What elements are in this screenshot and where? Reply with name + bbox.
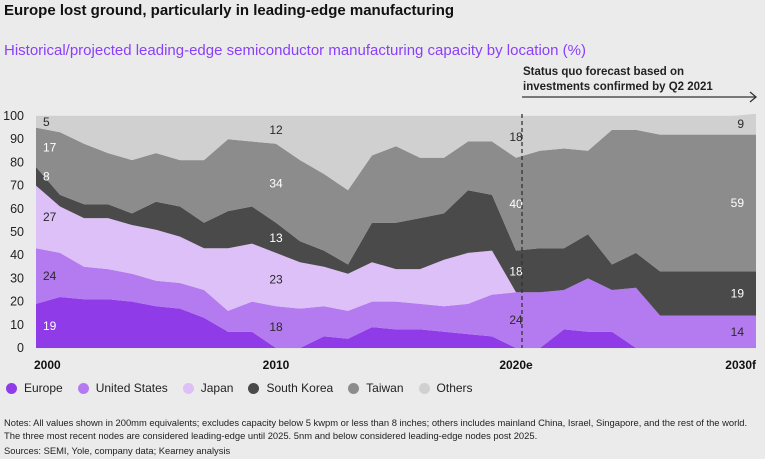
data-label-united-states: 24: [509, 313, 523, 327]
y-tick-label: 30: [10, 271, 24, 285]
chart-notes: Notes: All values shown in 200mm equival…: [4, 417, 748, 441]
data-label-united-states: 14: [731, 325, 745, 339]
legend-swatch: [418, 382, 430, 394]
y-axis-ticks: 0 10 20 30 40 50 60 70 80 90 100: [3, 109, 24, 355]
x-tick-label: 2000: [34, 358, 61, 372]
data-label-taiwan: 59: [731, 196, 745, 210]
y-tick-label: 90: [10, 132, 24, 146]
area-united-states: [36, 248, 756, 348]
data-label-japan: 27: [43, 210, 57, 224]
x-tick-label: 2010: [263, 358, 290, 372]
legend-label: Others: [436, 381, 473, 395]
data-label-taiwan: 40: [509, 197, 523, 211]
forecast-note-line2: investments confirmed by Q2 2021: [523, 81, 713, 93]
data-label-others: 18: [509, 130, 523, 144]
stacked-area-chart: 0 10 20 30 40 50 60 70 80 90 100 2000 2010 2020e 2030…: [3, 66, 758, 372]
legend-item-united-states: United States: [77, 381, 168, 395]
area-series: [36, 113, 756, 348]
legend-item-taiwan: Taiwan: [348, 381, 404, 395]
legend-item-south-korea: South Korea: [248, 381, 333, 395]
y-tick-label: 40: [10, 248, 24, 262]
area-japan: [36, 185, 756, 316]
data-label-south-korea: 18: [509, 264, 523, 278]
legend-swatch: [77, 382, 89, 394]
legend-label: South Korea: [266, 381, 334, 395]
area-others: [36, 113, 756, 191]
y-tick-label: 70: [10, 179, 24, 193]
data-label-south-korea: 13: [269, 231, 283, 245]
y-tick-label: 20: [10, 295, 24, 309]
data-label-others: 5: [43, 115, 50, 129]
forecast-arrow: [522, 91, 758, 103]
legend-item-japan: Japan: [182, 381, 234, 395]
legend-label: Japan: [200, 381, 234, 395]
data-label-europe: 19: [43, 319, 57, 333]
x-tick-label: 2020e: [499, 358, 533, 372]
chart-title: Europe lost ground, particularly in lead…: [4, 2, 455, 19]
chart-sources: Sources: SEMI, Yole, company data; Kearn…: [4, 445, 231, 456]
legend-label: Taiwan: [366, 381, 404, 395]
y-tick-label: 80: [10, 155, 24, 169]
legend-label: United States: [95, 381, 168, 395]
data-label-japan: 23: [269, 273, 283, 287]
legend-swatch: [248, 382, 260, 394]
data-label-taiwan: 34: [269, 176, 283, 190]
area-europe: [36, 297, 756, 348]
x-axis-ticks: 2000 2010 2020e 2030f: [34, 358, 757, 372]
area-taiwan: [36, 127, 756, 272]
data-label-south-korea: 8: [43, 169, 50, 183]
y-tick-label: 50: [10, 225, 24, 239]
data-label-united-states: 24: [43, 269, 57, 283]
y-tick-label: 0: [17, 341, 24, 355]
data-label-south-korea: 19: [731, 286, 745, 300]
legend-item-others: Others: [418, 381, 473, 395]
chart-legend: Europe United States Japan South Korea Taiwa…: [6, 381, 488, 395]
y-tick-label: 100: [3, 109, 24, 123]
legend-label: Europe: [24, 381, 63, 395]
legend-swatch: [6, 382, 17, 394]
data-label-united-states: 18: [269, 320, 283, 334]
data-label-others: 12: [269, 123, 283, 137]
chart-subtitle: Historical/projected leading-edge semico…: [4, 42, 586, 59]
y-tick-label: 10: [10, 318, 24, 332]
data-labels: 19 24 27 8 17 5 18 23 13 34 12 24 18 40 18 14 19 59 9: [43, 115, 744, 339]
legend-swatch: [182, 382, 194, 394]
data-label-others: 9: [737, 117, 744, 131]
data-label-taiwan: 17: [43, 140, 57, 154]
y-tick-label: 60: [10, 202, 24, 216]
area-south-korea: [36, 167, 756, 316]
legend-item-europe: Europe: [6, 381, 63, 395]
x-tick-label: 2030f: [725, 358, 757, 372]
legend-swatch: [348, 382, 360, 394]
forecast-note-line1: Status quo forecast based on: [523, 66, 684, 78]
